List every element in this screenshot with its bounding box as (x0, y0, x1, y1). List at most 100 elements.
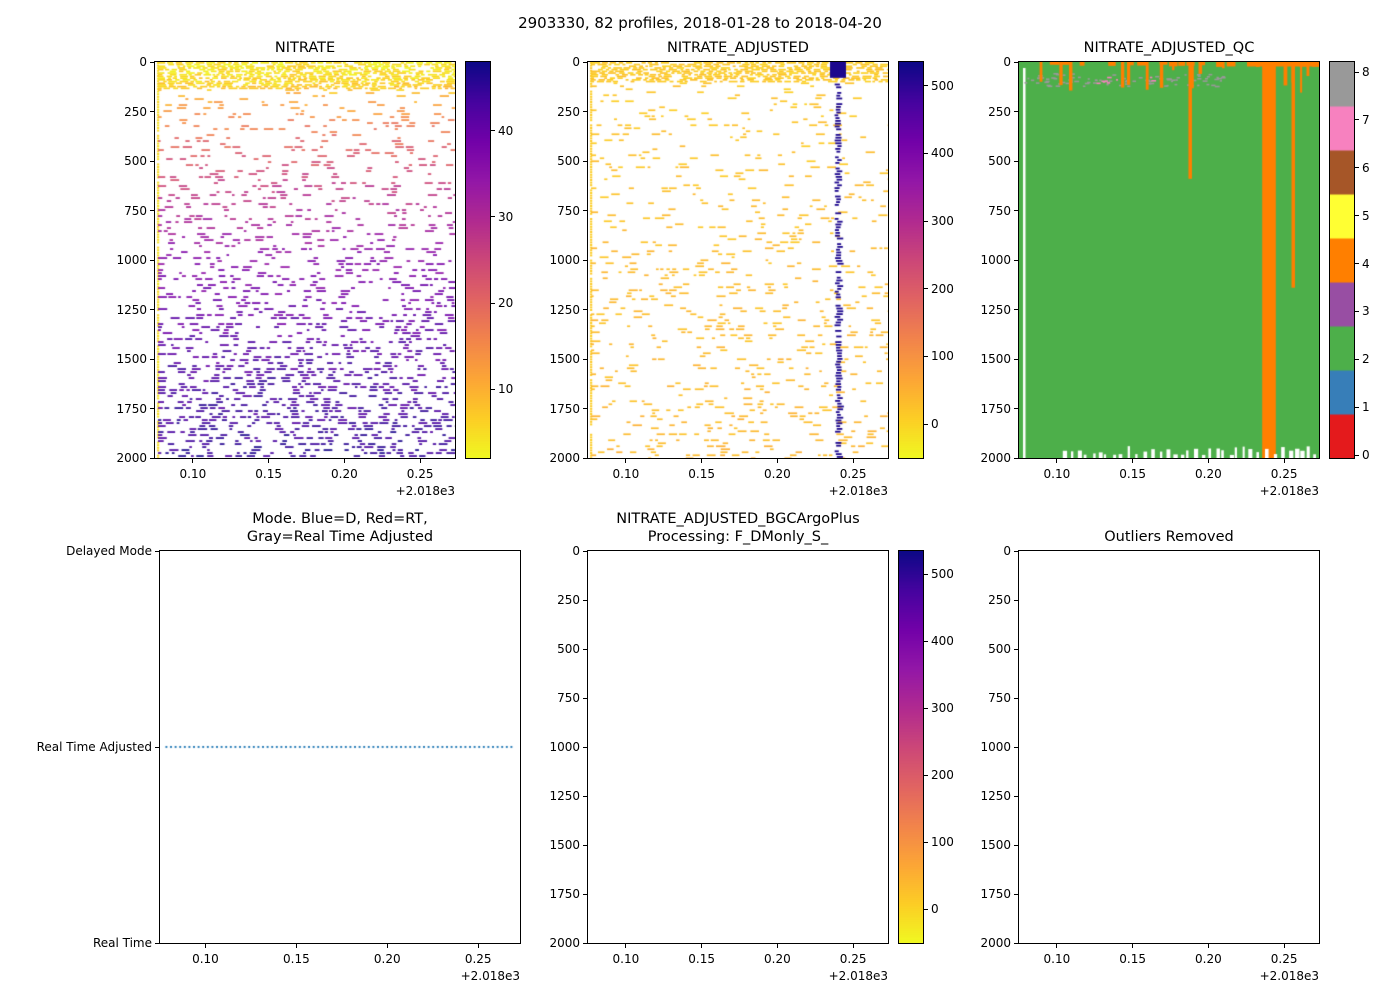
y-tick-label: 1750 (549, 401, 580, 416)
colorbar-tick (924, 423, 928, 425)
colorbar-tick (924, 220, 928, 222)
x-tick-label: 0.15 (1119, 952, 1146, 966)
colorbar-bgc_argoplus (898, 550, 924, 944)
colorbar-tick-label: 6 (1362, 160, 1370, 175)
panel-title-bgc-argoplus: NITRATE_ADJUSTED_BGCArgoPlus Processing:… (616, 511, 860, 545)
colorbar-tick-label: 100 (931, 349, 954, 364)
colorbar-tick-label: 500 (931, 78, 954, 93)
colorbar-tick (924, 85, 928, 87)
y-tick-label: 1500 (549, 838, 580, 852)
colorbar-canvas-nitrate_adjusted_qc (1330, 62, 1354, 458)
y-tick (150, 259, 154, 261)
y-tick (1014, 697, 1018, 699)
panel-title-nitrate-adjusted-qc: NITRATE_ADJUSTED_QC (1083, 40, 1255, 56)
y-tick-label: 250 (557, 104, 580, 119)
y-tick-label: 500 (988, 642, 1011, 656)
x-tick-label: 0.20 (1195, 467, 1222, 481)
y-tick (583, 893, 587, 895)
colorbar-tick-label: 300 (931, 214, 954, 229)
colorbar-tick-label: 5 (1362, 208, 1370, 223)
y-tick-label: 0 (572, 544, 580, 558)
plot-canvas-mode (160, 551, 520, 943)
y-tick-label: 1000 (980, 253, 1011, 267)
y-tick-label: 1750 (980, 887, 1011, 901)
x-tick (419, 459, 421, 463)
y-tick (1014, 457, 1018, 459)
y-tick-label: 1250 (980, 302, 1011, 317)
colorbar-tick (491, 388, 495, 390)
x-tick-label: 0.15 (688, 467, 715, 481)
y-tick-label: 750 (557, 203, 580, 218)
colorbar-tick-label: 400 (931, 146, 954, 161)
y-tick (150, 408, 154, 409)
y-tick (1014, 893, 1018, 895)
y-tick (583, 457, 587, 459)
y-tick-label: 500 (557, 642, 580, 656)
x-tick-label: 0.25 (1270, 467, 1298, 481)
y-tick (583, 309, 587, 310)
y-tick-label: 500 (557, 154, 580, 168)
y-tick (1014, 550, 1018, 552)
x-tick (625, 944, 627, 948)
x-tick (776, 459, 778, 463)
y-tick (155, 942, 159, 944)
colorbar-tick-label: 0 (931, 417, 939, 432)
y-tick (583, 942, 587, 944)
y-tick (583, 408, 587, 409)
y-tick-label: 0 (1003, 544, 1011, 558)
y-tick (150, 309, 154, 310)
colorbar-canvas-bgc_argoplus (899, 551, 923, 943)
colorbar-tick (924, 841, 928, 843)
colorbar-tick-label: 300 (931, 701, 954, 716)
colorbar-tick-label: 2 (1362, 352, 1370, 367)
x-tick (776, 944, 778, 948)
y-tick (583, 61, 587, 63)
colorbar-tick (1355, 358, 1359, 360)
axes-box-bgc_argoplus (587, 550, 889, 944)
x-tick (343, 459, 345, 463)
plot-canvas-nitrate_adjusted_qc (1019, 62, 1319, 458)
colorbar-tick-label: 30 (498, 209, 514, 224)
y-tick (583, 259, 587, 261)
y-tick (1014, 309, 1018, 310)
colorbar-nitrate_adjusted (898, 61, 924, 459)
y-tick (583, 358, 587, 360)
colorbar-tick-label: 500 (931, 567, 954, 582)
y-tick (1014, 358, 1018, 360)
plot-canvas-nitrate_adjusted (588, 62, 888, 458)
colorbar-tick (491, 302, 495, 304)
y-tick (1014, 599, 1018, 601)
x-tick (1132, 459, 1134, 463)
colorbar-nitrate_adjusted_qc (1329, 61, 1355, 459)
colorbar-tick (924, 355, 928, 357)
x-tick-label: 0.25 (464, 952, 492, 966)
y-tick-label: 2000 (116, 451, 147, 465)
axis-offset-text: +2.018e3 (828, 969, 888, 983)
y-tick-label: 1250 (980, 789, 1011, 803)
y-tick (1014, 942, 1018, 944)
x-tick-label: 0.10 (192, 952, 219, 966)
y-tick-label: 0 (139, 55, 147, 69)
x-tick (1207, 944, 1209, 948)
y-tick-label: 1000 (116, 253, 147, 267)
y-tick (150, 210, 154, 211)
colorbar-tick-label: 1 (1362, 400, 1370, 415)
y-tick (583, 746, 587, 748)
axis-offset-text: +2.018e3 (395, 484, 455, 498)
figure-suptitle: 2903330, 82 profiles, 2018-01-28 to 2018… (518, 14, 882, 32)
y-tick-label: 1000 (980, 740, 1011, 754)
panel-title-outliers-removed: Outliers Removed (1104, 529, 1234, 545)
colorbar-canvas-nitrate (466, 62, 490, 458)
y-tick (583, 550, 587, 552)
x-tick-label: 0.25 (839, 467, 867, 481)
y-tick-label: 2000 (980, 451, 1011, 465)
y-tick-label: 0 (572, 55, 580, 69)
y-tick (583, 210, 587, 211)
y-tick-label: 1500 (980, 352, 1011, 366)
x-tick-label: 0.20 (1195, 952, 1222, 966)
colorbar-tick (1355, 215, 1359, 217)
x-tick (701, 459, 703, 463)
y-tick (583, 160, 587, 162)
plot-canvas-bgc_argoplus (588, 551, 888, 943)
x-tick-label: 0.25 (839, 952, 867, 966)
